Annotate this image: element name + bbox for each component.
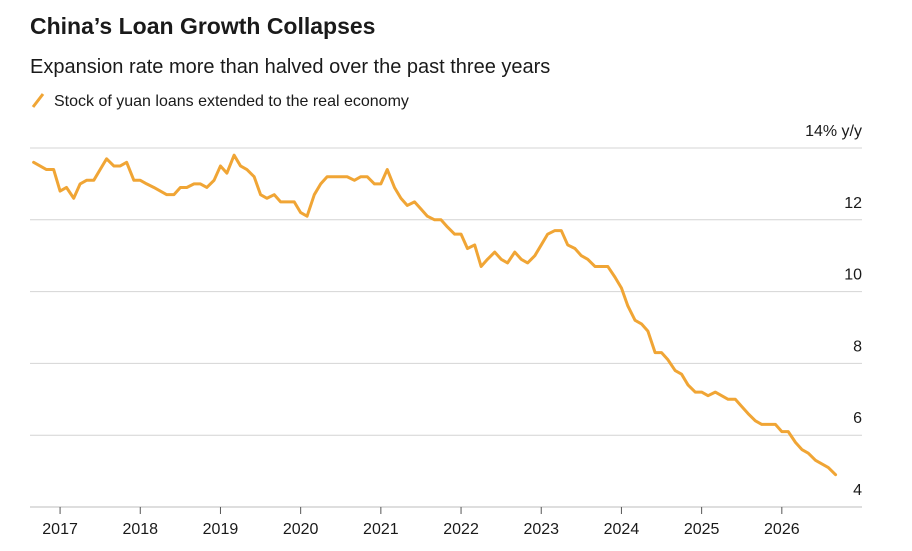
y-tick-label: 8 xyxy=(853,338,862,355)
x-tick-label: 2025 xyxy=(684,521,720,538)
x-tick-label: 2017 xyxy=(42,521,78,538)
chart-subtitle: Expansion rate more than halved over the… xyxy=(30,56,550,78)
y-tick-label: 6 xyxy=(853,410,862,427)
x-tick-label: 2020 xyxy=(283,521,319,538)
chart-title: China’s Loan Growth Collapses xyxy=(30,13,375,39)
y-tick-label: 10 xyxy=(844,267,862,284)
x-tick-label: 2024 xyxy=(604,521,640,538)
x-tick-label: 2023 xyxy=(523,521,559,538)
x-tick-label: 2026 xyxy=(764,521,800,538)
legend-swatch xyxy=(31,93,45,108)
x-tick-label: 2019 xyxy=(203,521,239,538)
y-tick-label: 12 xyxy=(844,195,862,212)
series-line xyxy=(32,153,838,477)
x-tick-label: 2022 xyxy=(443,521,479,538)
legend: Stock of yuan loans extended to the real… xyxy=(31,93,409,110)
x-tick-label: 2018 xyxy=(122,521,158,538)
legend-label: Stock of yuan loans extended to the real… xyxy=(54,93,409,110)
y-tick-label: 4 xyxy=(853,482,862,499)
x-tick-label: 2021 xyxy=(363,521,399,538)
y-tick-label: 14% y/y xyxy=(805,123,862,140)
